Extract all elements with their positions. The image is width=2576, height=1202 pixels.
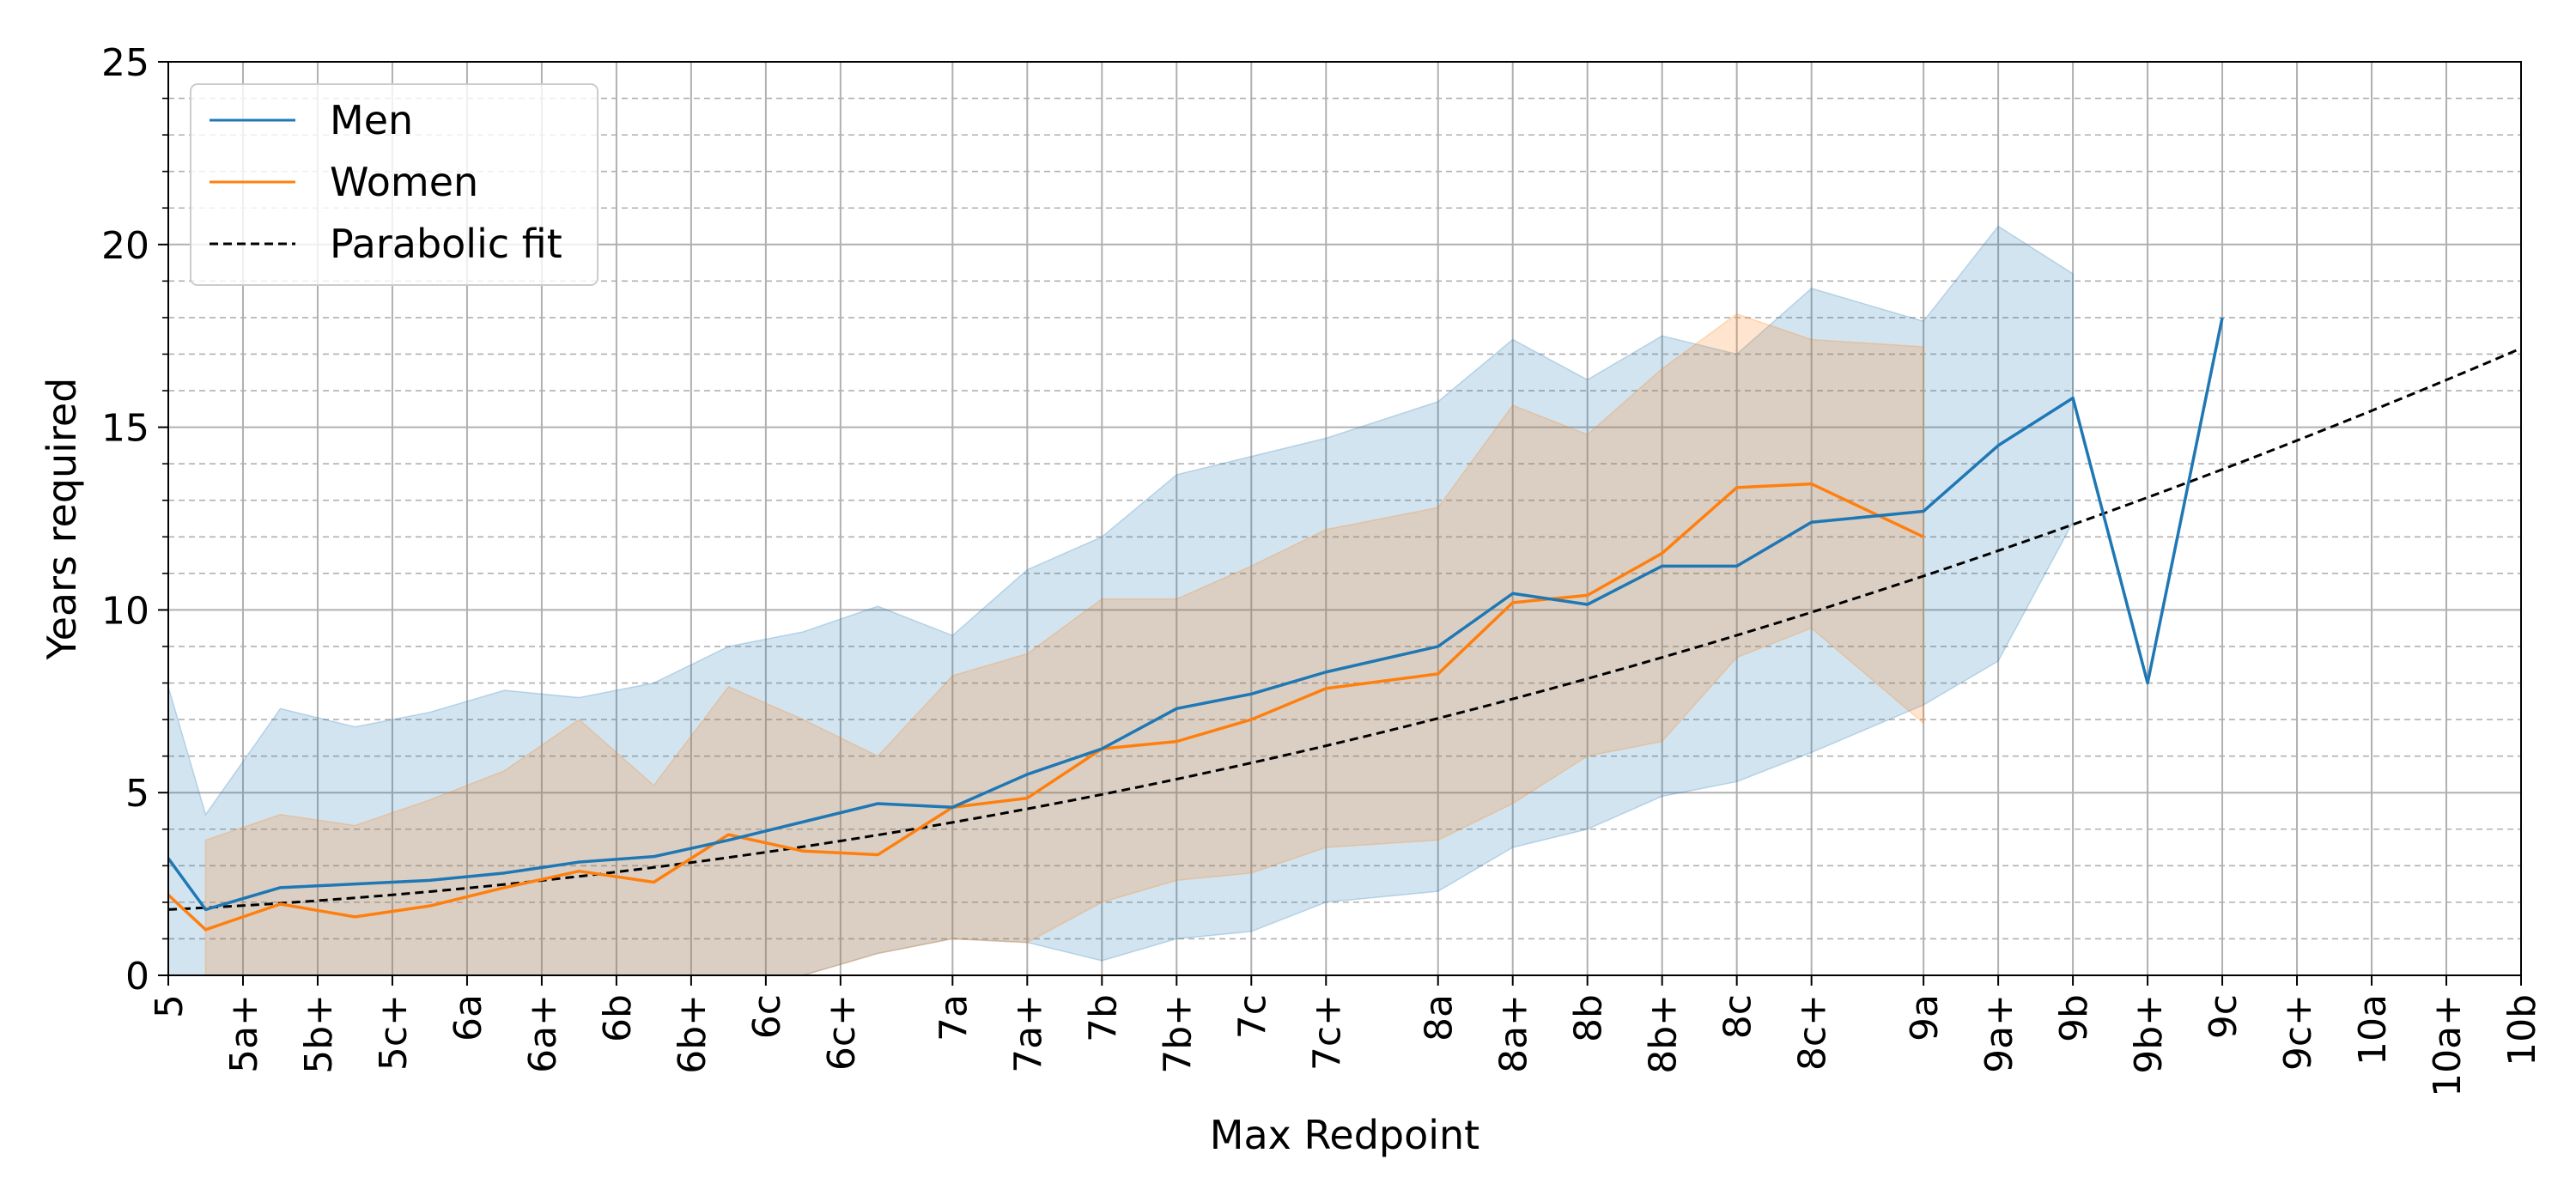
x-tick-label: 8c bbox=[1716, 994, 1760, 1039]
x-tick-label: 10b bbox=[2500, 994, 2544, 1066]
x-tick-label: 6a bbox=[447, 994, 490, 1041]
confidence-bands bbox=[167, 225, 2074, 976]
x-tick-label: 10a+ bbox=[2426, 994, 2470, 1097]
y-tick-label: 5 bbox=[125, 772, 149, 816]
x-tick-label: 9b bbox=[2052, 994, 2096, 1042]
y-tick-label: 20 bbox=[101, 224, 149, 268]
x-tick-label: 8a+ bbox=[1492, 994, 1536, 1073]
x-tick-label: 6c bbox=[745, 994, 789, 1039]
x-tick-label: 7a+ bbox=[1006, 994, 1050, 1073]
x-axis-title: Max Redpoint bbox=[1210, 1112, 1479, 1158]
legend-men-label: Men bbox=[330, 97, 413, 143]
x-tick-label: 9b+ bbox=[2127, 994, 2171, 1074]
x-tick-label: 7c+ bbox=[1305, 994, 1349, 1071]
x-tick-label: 7a bbox=[932, 994, 975, 1041]
x-tick-label: 7c bbox=[1230, 994, 1274, 1039]
x-tick-label: 5a+ bbox=[222, 994, 266, 1073]
series-lines bbox=[167, 317, 2522, 932]
legend: Men Women Parabolic fit bbox=[190, 83, 598, 286]
y-axis-title: Years required bbox=[39, 378, 85, 661]
x-tick-label: 8b bbox=[1567, 994, 1611, 1042]
y-tick-label: 15 bbox=[101, 407, 149, 451]
x-tick-label: 5c+ bbox=[372, 994, 416, 1071]
legend-women-label: Women bbox=[330, 159, 478, 205]
x-tick-label: 8c+ bbox=[1791, 994, 1835, 1071]
x-tick-label: 8a bbox=[1418, 994, 1461, 1041]
parabolic-fit-line bbox=[167, 347, 2522, 911]
x-tick-label: 8b+ bbox=[1642, 994, 1686, 1074]
plot-frame bbox=[167, 61, 2522, 976]
x-tick-label: 9c bbox=[2202, 994, 2245, 1039]
legend-fit-label: Parabolic fit bbox=[330, 221, 562, 267]
x-tick-label: 6a+ bbox=[521, 994, 565, 1073]
legend-box bbox=[190, 83, 598, 286]
x-tick-label: 6b bbox=[596, 994, 640, 1042]
x-tick-label: 7b bbox=[1081, 994, 1125, 1042]
x-tick-label: 9a+ bbox=[1978, 994, 2021, 1073]
y-tick-label: 10 bbox=[101, 589, 149, 633]
x-tick-label: 5 bbox=[148, 994, 191, 1018]
x-tick-label: 9a bbox=[1903, 994, 1947, 1041]
x-tick-label: 6c+ bbox=[820, 994, 864, 1071]
x-tick-label: 6b+ bbox=[671, 994, 714, 1074]
x-tick-label: 5b+ bbox=[297, 994, 341, 1074]
x-tick-label: 10a bbox=[2351, 994, 2395, 1065]
men-line bbox=[167, 317, 2224, 912]
x-tick-label: 7b+ bbox=[1156, 994, 1200, 1074]
y-tick-label: 0 bbox=[125, 955, 149, 999]
y-tick-label: 25 bbox=[101, 41, 149, 85]
women-line bbox=[167, 482, 1924, 932]
x-tick-label: 9c+ bbox=[2276, 994, 2320, 1071]
